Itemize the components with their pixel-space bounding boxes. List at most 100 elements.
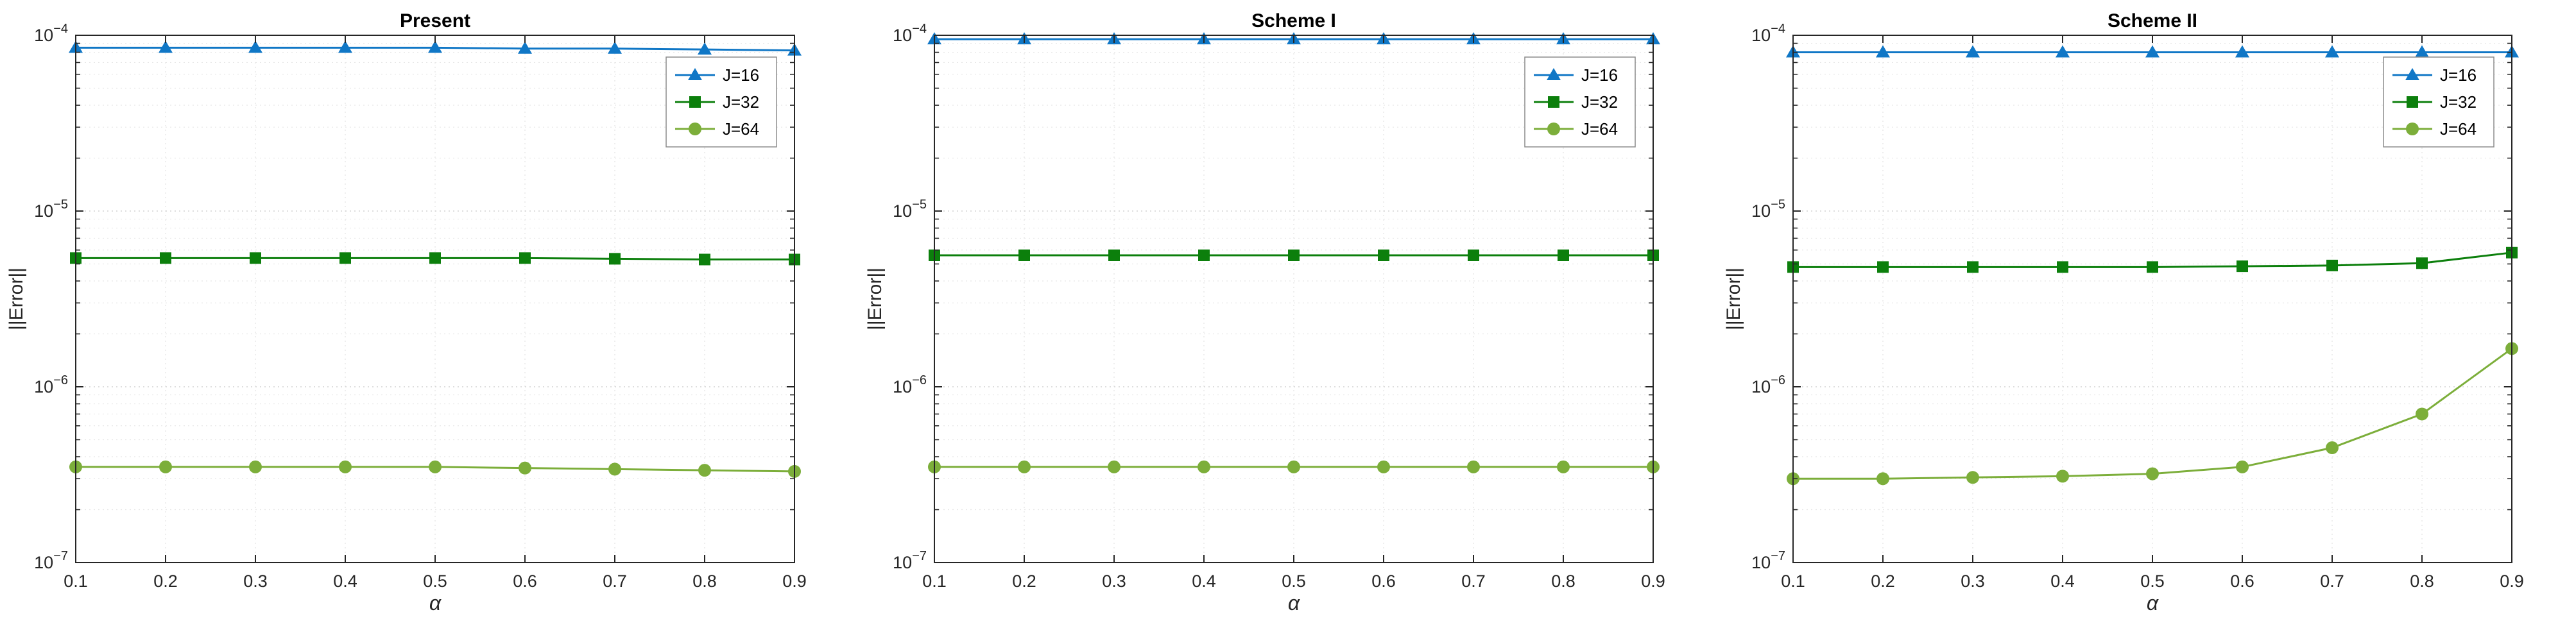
square-marker — [2237, 260, 2248, 273]
y-tick-label: 10−4 — [1751, 22, 1785, 45]
x-tick-label: 0.5 — [2140, 572, 2165, 591]
x-tick-label: 0.7 — [603, 572, 627, 591]
square-marker — [2407, 96, 2418, 108]
x-tick-label: 0.3 — [1961, 572, 1985, 591]
square-marker — [2057, 261, 2068, 273]
circle-marker — [1287, 460, 1300, 473]
y-tick-label: 10−4 — [893, 22, 927, 45]
circle-marker — [689, 123, 701, 135]
square-marker — [429, 252, 441, 264]
series-j-16 — [1786, 45, 2519, 58]
x-tick-label: 0.6 — [1371, 572, 1396, 591]
series-j-32 — [1787, 246, 2518, 273]
square-marker — [519, 252, 531, 264]
x-tick-label: 0.1 — [922, 572, 947, 591]
legend: J=16 J=32 J=64 — [2383, 56, 2494, 148]
square-marker — [1468, 249, 1479, 261]
x-tick-label: 0.9 — [2500, 572, 2524, 591]
chart-title: Scheme II — [2107, 10, 2198, 31]
circle-marker — [429, 460, 442, 473]
axes: 0.1 0.2 0.3 0.4 0.5 0.6 0.7 0.8 0.9 10−7 10−6 10−5 1… — [1751, 22, 2524, 591]
chart-title: Present — [399, 10, 471, 31]
square-marker — [2147, 261, 2158, 273]
circle-marker — [1108, 460, 1121, 473]
triangle-marker — [2056, 45, 2070, 58]
circle-marker — [2236, 460, 2249, 473]
triangle-marker — [698, 42, 712, 55]
triangle-marker — [2325, 45, 2339, 58]
chart-panel-scheme-2: Scheme II ||Error|| α 0.1 0.2 0.3 0.4 0.5 0.6… — [1717, 0, 2576, 619]
chart-plot-scheme-2: 0.1 0.2 0.3 0.4 0.5 0.6 0.7 0.8 0.9 10−7 10−6 10−5 1… — [1751, 22, 2524, 591]
triangle-marker — [338, 40, 352, 53]
square-marker — [339, 252, 351, 264]
series-j-32 — [70, 252, 800, 266]
square-marker — [689, 96, 701, 108]
triangle-marker — [1547, 68, 1561, 80]
circle-marker — [1557, 460, 1570, 473]
x-tick-label: 0.3 — [1102, 572, 1126, 591]
triangle-marker — [428, 40, 442, 53]
y-tick-label: 10−6 — [893, 373, 927, 396]
triangle-marker — [518, 41, 532, 54]
square-marker — [609, 253, 621, 265]
x-tick-label: 0.1 — [1781, 572, 1805, 591]
x-tick-label: 0.2 — [1012, 572, 1036, 591]
x-tick-label: 0.3 — [243, 572, 268, 591]
legend-label: J=32 — [1581, 92, 1618, 112]
triangle-marker — [608, 41, 622, 54]
circle-marker — [249, 460, 262, 473]
circle-marker — [339, 460, 352, 473]
legend: J=16 J=32 J=64 — [665, 56, 777, 148]
legend-label: J=64 — [2440, 119, 2477, 139]
circle-marker — [1966, 471, 1979, 484]
series-j-64 — [69, 460, 801, 478]
x-tick-label: 0.4 — [333, 572, 357, 591]
square-marker — [1198, 249, 1210, 261]
square-marker — [699, 253, 710, 266]
axes: 0.1 0.2 0.3 0.4 0.5 0.6 0.7 0.8 0.9 10−7 10−6 10−5 1… — [893, 22, 1665, 591]
series-j-16 — [69, 40, 802, 56]
x-tick-label: 0.5 — [423, 572, 447, 591]
x-tick-label: 0.5 — [1282, 572, 1306, 591]
legend-label: J=64 — [1581, 119, 1618, 139]
circle-marker — [1467, 460, 1480, 473]
x-tick-label: 0.6 — [513, 572, 537, 591]
y-tick-label: 10−7 — [34, 549, 68, 572]
x-axis-label: α — [1287, 591, 1300, 615]
circle-marker — [1377, 460, 1390, 473]
square-marker — [2416, 257, 2428, 269]
y-axis-label: ||Error|| — [1723, 267, 1744, 330]
circle-marker — [2416, 407, 2428, 421]
x-tick-label: 0.7 — [1461, 572, 1486, 591]
circle-marker — [2326, 441, 2339, 455]
x-axis-label: α — [2146, 591, 2159, 615]
square-marker — [1558, 249, 1569, 261]
y-tick-label: 10−5 — [34, 198, 68, 221]
square-marker — [250, 252, 261, 264]
legend-label: J=32 — [2440, 92, 2477, 112]
x-tick-label: 0.9 — [782, 572, 807, 591]
triangle-marker — [1876, 45, 1890, 58]
legend-label: J=16 — [723, 65, 759, 85]
square-marker — [1548, 96, 1559, 108]
y-axis-label: ||Error|| — [864, 267, 886, 330]
triangle-marker — [2405, 68, 2419, 80]
x-tick-label: 0.2 — [1871, 572, 1895, 591]
x-tick-label: 0.9 — [1641, 572, 1665, 591]
y-tick-label: 10−4 — [34, 22, 68, 45]
triangle-marker — [159, 40, 173, 53]
x-tick-label: 0.8 — [692, 572, 717, 591]
circle-marker — [608, 462, 621, 476]
triangle-marker — [2145, 45, 2160, 58]
legend-label: J=32 — [723, 92, 759, 112]
square-marker — [2326, 259, 2338, 271]
circle-marker — [1018, 460, 1031, 473]
legend-label: J=16 — [2440, 65, 2477, 85]
chart-plot-present: 0.1 0.2 0.3 0.4 0.5 0.6 0.7 0.8 0.9 10−7 10−6 10−5 1… — [34, 22, 807, 591]
x-axis-label: α — [429, 591, 442, 615]
chart-title: Scheme I — [1251, 10, 1336, 31]
y-tick-label: 10−7 — [1751, 549, 1785, 572]
x-tick-label: 0.6 — [2230, 572, 2254, 591]
circle-marker — [159, 460, 172, 473]
